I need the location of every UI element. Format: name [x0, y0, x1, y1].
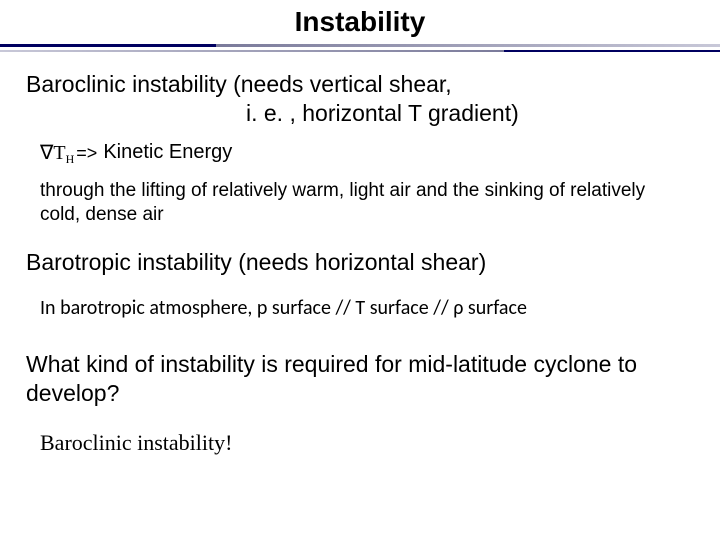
- baroclinic-heading-line1: Baroclinic instability (needs vertical s…: [26, 70, 694, 99]
- divider-group: [0, 44, 720, 52]
- atmosphere-line: In barotropic atmosphere, p surface // T…: [26, 296, 694, 320]
- answer-text: Baroclinic instability!: [26, 430, 694, 456]
- divider-top: [0, 44, 720, 47]
- title-area: Instability: [0, 0, 720, 38]
- gradient-expression: ∇ T H =>: [40, 140, 103, 165]
- page-title: Instability: [295, 6, 426, 38]
- H-subscript: H: [66, 152, 75, 167]
- question-text: What kind of instability is required for…: [26, 350, 694, 408]
- baroclinic-heading-line2: i. e. , horizontal T gradient): [26, 99, 694, 128]
- through-paragraph: through the lifting of relatively warm, …: [26, 179, 694, 228]
- kinetic-energy-label: Kinetic Energy: [103, 141, 232, 164]
- T-symbol: T: [53, 142, 65, 165]
- barotropic-heading: Barotropic instability (needs horizontal…: [26, 249, 694, 276]
- nabla-icon: ∇: [40, 140, 53, 165]
- slide: Instability Baroclinic instability (need…: [0, 0, 720, 540]
- kinetic-energy-row: ∇ T H => Kinetic Energy: [26, 140, 694, 165]
- implies-icon: =>: [76, 143, 97, 164]
- content-area: Baroclinic instability (needs vertical s…: [0, 52, 720, 456]
